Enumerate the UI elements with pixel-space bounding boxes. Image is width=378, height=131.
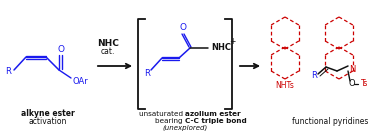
Text: unsaturated: unsaturated bbox=[139, 111, 185, 117]
Text: (unexplored): (unexplored) bbox=[163, 125, 208, 131]
Text: R: R bbox=[311, 72, 317, 81]
Text: functional pyridines: functional pyridines bbox=[292, 116, 368, 125]
Text: NHC: NHC bbox=[211, 43, 231, 53]
Text: cat.: cat. bbox=[101, 48, 115, 56]
Text: alkyne ester: alkyne ester bbox=[21, 110, 75, 119]
Text: N: N bbox=[349, 64, 355, 73]
Text: R: R bbox=[5, 67, 11, 75]
Text: activation: activation bbox=[29, 116, 67, 125]
Text: NHC: NHC bbox=[97, 39, 119, 48]
Text: O: O bbox=[349, 80, 355, 89]
Text: bearing: bearing bbox=[155, 118, 185, 124]
Text: Ts: Ts bbox=[361, 80, 369, 89]
Text: +: + bbox=[229, 37, 235, 45]
Text: azolium ester: azolium ester bbox=[185, 111, 241, 117]
Text: C-C triple bond: C-C triple bond bbox=[185, 118, 247, 124]
Text: O: O bbox=[57, 45, 64, 54]
Text: O: O bbox=[180, 23, 186, 32]
Text: NHTs: NHTs bbox=[276, 81, 294, 91]
Text: OAr: OAr bbox=[72, 78, 88, 86]
Text: R: R bbox=[144, 69, 150, 78]
